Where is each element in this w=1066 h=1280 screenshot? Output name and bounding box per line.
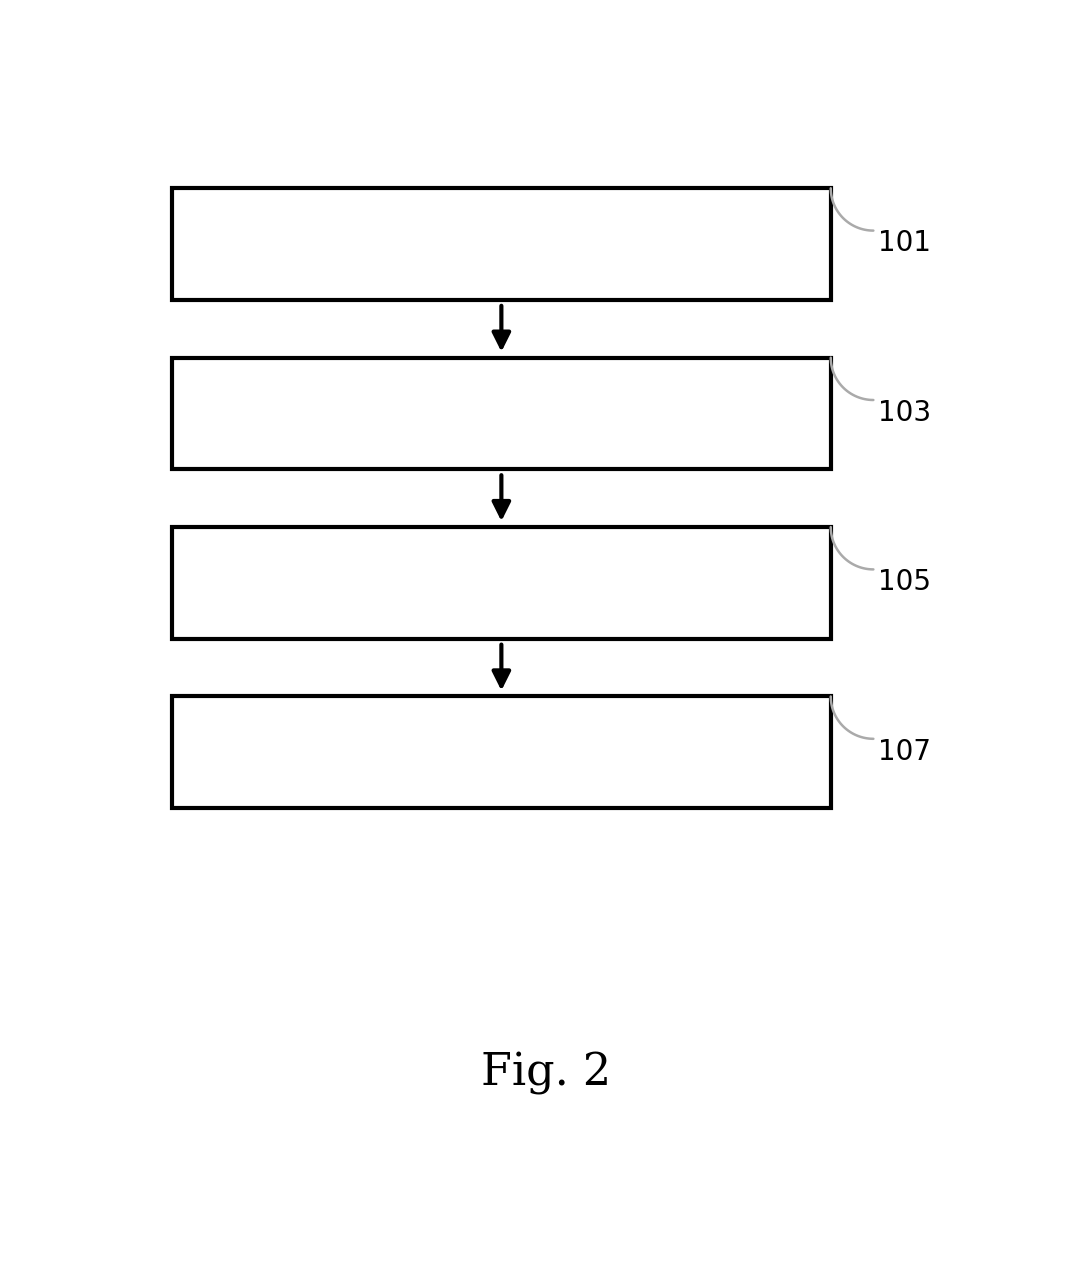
Bar <box>172 357 830 470</box>
Bar <box>172 696 830 808</box>
Text: 101: 101 <box>877 229 931 257</box>
Text: 105: 105 <box>877 568 931 596</box>
Bar <box>172 527 830 639</box>
Bar <box>172 188 830 300</box>
Text: Fig. 2: Fig. 2 <box>481 1052 612 1096</box>
Text: 103: 103 <box>877 398 931 426</box>
Text: 107: 107 <box>877 737 931 765</box>
